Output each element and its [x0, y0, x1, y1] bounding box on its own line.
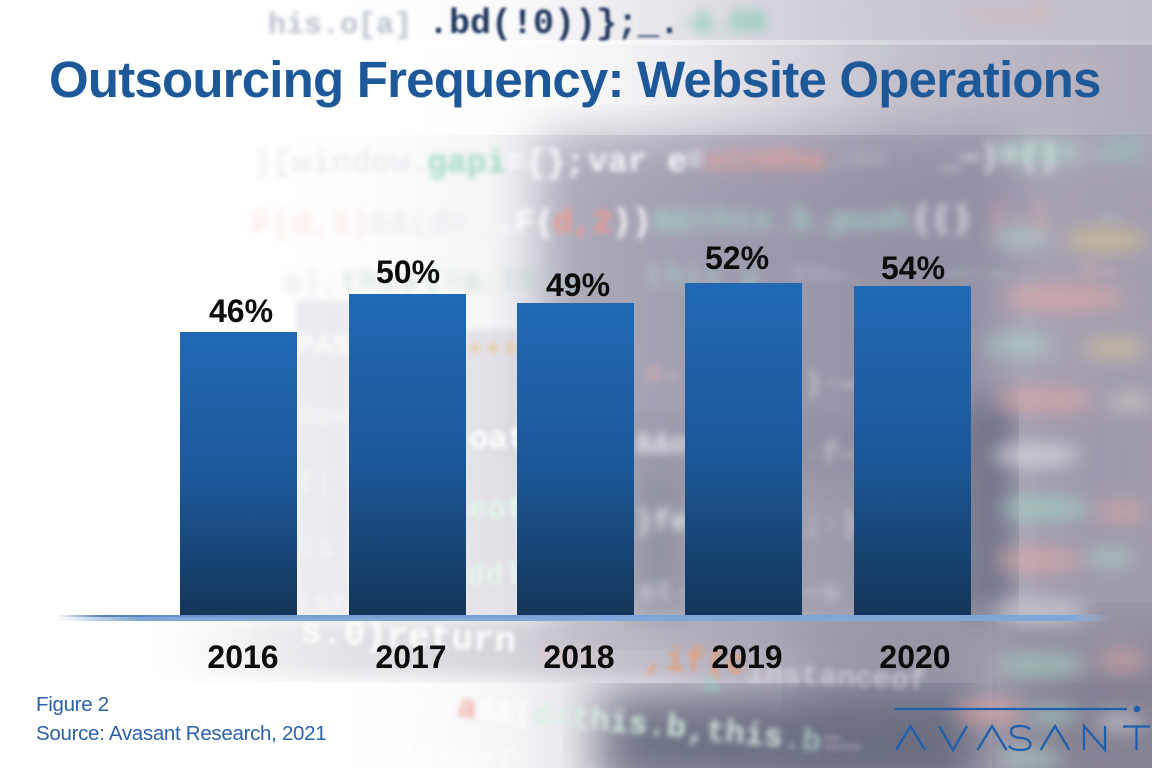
svg-text:d,2: d,2: [553, 205, 612, 242]
svg-text:F(d,1): F(d,1): [252, 206, 371, 243]
svg-text:var e: var e: [588, 144, 687, 181]
svg-text:PAS: PAS: [296, 330, 350, 364]
svg-text:·f—: ·f—: [804, 438, 859, 472]
svg-text:·&: ·&: [686, 669, 721, 701]
svg-text:gapi: gapi: [427, 145, 506, 182]
svg-text:&&this.b.push: &&this.b.push: [653, 203, 910, 240]
svg-text:-—·—-: -—·—-: [700, 96, 790, 130]
svg-text:=——: =——: [870, 34, 925, 68]
svg-text:=—: =—: [1080, 253, 1119, 290]
svg-text:s);: s);: [283, 265, 341, 302]
svg-text:.——: .——: [826, 141, 886, 178]
svg-text:is: is: [298, 532, 334, 566]
svg-text:——: ——: [744, 68, 786, 106]
svg-text:dow: dow: [296, 400, 350, 434]
svg-text:)fe: )fe: [635, 506, 689, 540]
svg-text:.F(: .F(: [495, 205, 554, 242]
svg-text:his.o[a]: his.o[a]: [268, 9, 412, 43]
svg-text:=: =: [685, 143, 705, 180]
svg-text:—·—: —·—: [949, 255, 1008, 292]
svg-text:((): ((): [912, 201, 971, 238]
svg-text:——: ——: [999, 88, 1037, 122]
svg-text:.bd(!0))};_.: .bd(!0))};_.: [428, 4, 680, 44]
svg-text:—s: —s: [803, 576, 840, 610]
svg-text:=-: =-: [645, 360, 681, 394]
svg-text:={};: ={};: [506, 145, 585, 182]
svg-text:(=a:this: (=a:this: [424, 263, 578, 300]
svg-text:;·): ;·): [804, 508, 858, 542]
svg-text:st·: st·: [638, 576, 692, 610]
svg-text:&&(d=_: &&(d=_: [370, 206, 489, 243]
svg-text:.b: .b: [781, 721, 822, 761]
svg-text:=—: =—: [821, 726, 863, 766]
svg-text:-———=: -———=: [960, 0, 1050, 32]
svg-text:&&(: &&(: [475, 693, 534, 733]
svg-text:&&o: &&o: [635, 428, 689, 462]
svg-text:window: window: [706, 142, 825, 179]
svg-text:,this: ,this: [685, 712, 784, 757]
svg-text:·&.08: ·&.08: [676, 7, 766, 41]
svg-text:——--—: ——--—: [639, 48, 731, 82]
svg-text:)·—: )·—: [804, 368, 859, 402]
svg-text:){window.: ){window.: [252, 145, 430, 182]
svg-text:,if(c: ,if(c: [644, 642, 748, 684]
svg-text:***: ***: [466, 340, 520, 374]
svg-text:f(: f(: [298, 468, 334, 502]
svg-text:null: null: [537, 638, 610, 675]
svg-text:—=—: —=—: [1049, 56, 1105, 90]
svg-text:—: —: [1099, 199, 1120, 236]
svg-text:)): )): [612, 204, 652, 241]
svg-text:——=—: ——=—: [799, 4, 873, 38]
svg-text:a: a: [456, 690, 479, 729]
svg-text:instanceof: instanceof: [746, 658, 927, 700]
